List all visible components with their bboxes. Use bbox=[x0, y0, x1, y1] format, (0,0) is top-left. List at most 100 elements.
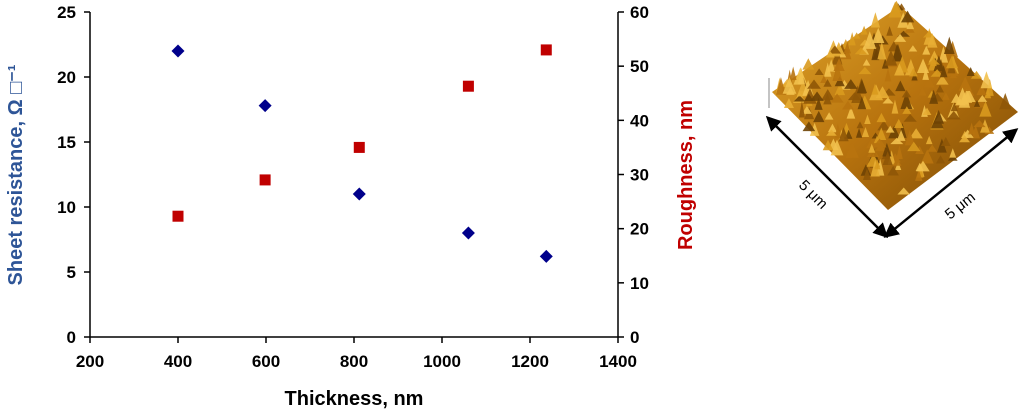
y-right-axis-title: Roughness, nm bbox=[675, 100, 697, 250]
afm-peak bbox=[970, 70, 983, 79]
afm-peak bbox=[929, 89, 939, 104]
roughness-point bbox=[172, 210, 184, 222]
afm-peak bbox=[928, 50, 941, 63]
afm-peak bbox=[930, 55, 937, 67]
afm-peak bbox=[814, 97, 823, 110]
afm-surface-inset: 5 μm 5 μm bbox=[765, 0, 1019, 239]
afm-peak bbox=[804, 93, 814, 102]
afm-peak bbox=[923, 75, 935, 88]
afm-peak bbox=[966, 67, 975, 77]
afm-peak bbox=[882, 97, 894, 104]
afm-peak bbox=[950, 102, 958, 112]
y-left-tick-label: 25 bbox=[57, 3, 76, 22]
afm-peak bbox=[877, 41, 887, 60]
afm-peak bbox=[893, 118, 904, 128]
afm-dim-label-right: 5 μm bbox=[942, 189, 979, 223]
afm-peak bbox=[906, 19, 915, 30]
afm-peak bbox=[903, 113, 917, 122]
afm-peak bbox=[824, 62, 832, 77]
y-left-tick-label: 15 bbox=[57, 133, 76, 152]
afm-peak bbox=[834, 76, 845, 87]
afm-peak bbox=[825, 51, 835, 58]
afm-peak bbox=[848, 32, 856, 46]
afm-peak bbox=[841, 100, 854, 110]
afm-peak bbox=[939, 65, 948, 78]
afm-peak bbox=[823, 79, 832, 87]
afm-peak bbox=[884, 67, 892, 82]
y-right-ticks: 0 10 20 30 40 50 60 bbox=[618, 3, 649, 347]
afm-dimension-arrow-left bbox=[765, 115, 889, 239]
afm-peak bbox=[884, 49, 898, 66]
afm-peak bbox=[933, 109, 944, 124]
afm-peak bbox=[798, 100, 805, 118]
afm-peak bbox=[802, 58, 815, 70]
afm-peak bbox=[892, 43, 902, 62]
afm-peak bbox=[943, 36, 955, 55]
roughness-point bbox=[462, 80, 474, 92]
afm-peak bbox=[856, 79, 868, 94]
scatter-chart: 200 400 600 800 1000 1200 1400 0 5 10 15 20 25 0 10 2… bbox=[5, 3, 697, 410]
afm-peak bbox=[895, 80, 906, 92]
afm-peak bbox=[854, 47, 868, 55]
afm-peak bbox=[973, 99, 981, 107]
afm-peak bbox=[909, 67, 918, 77]
afm-peak bbox=[801, 106, 812, 114]
sheet-resistance-point bbox=[461, 226, 475, 240]
afm-peak bbox=[862, 58, 871, 66]
afm-peak bbox=[922, 107, 932, 115]
roughness-point bbox=[540, 44, 552, 56]
afm-peak bbox=[999, 92, 1012, 110]
afm-peak bbox=[828, 45, 842, 54]
afm-peak bbox=[930, 69, 944, 77]
afm-peak bbox=[858, 66, 872, 75]
afm-peak bbox=[830, 93, 844, 103]
x-ticks: 200 400 600 800 1000 1200 1400 bbox=[76, 337, 637, 371]
afm-peak bbox=[881, 58, 889, 69]
afm-peak bbox=[908, 45, 918, 52]
afm-peak bbox=[820, 75, 828, 83]
y-left-tick-label: 5 bbox=[67, 263, 76, 282]
data-points bbox=[171, 44, 553, 263]
roughness-point bbox=[259, 174, 271, 186]
x-tick-label: 1400 bbox=[599, 352, 637, 371]
afm-peak bbox=[946, 55, 959, 69]
afm-peak bbox=[980, 71, 993, 89]
afm-peak bbox=[871, 42, 880, 61]
afm-peak bbox=[886, 26, 893, 36]
afm-peak bbox=[936, 75, 949, 85]
afm-peak bbox=[941, 92, 950, 100]
y-left-axis-title: Sheet resistance, Ω □⁻¹ bbox=[5, 64, 27, 285]
afm-dim-label-left: 5 μm bbox=[795, 177, 831, 213]
afm-peak bbox=[775, 77, 787, 95]
afm-peak bbox=[814, 68, 824, 76]
afm-peak bbox=[894, 33, 907, 42]
afm-peak bbox=[900, 10, 915, 23]
afm-peak bbox=[922, 45, 931, 55]
afm-peak bbox=[958, 76, 972, 91]
afm-peak bbox=[922, 67, 930, 80]
afm-peak bbox=[896, 107, 905, 115]
y-left-tick-label: 10 bbox=[57, 198, 76, 217]
x-tick-label: 200 bbox=[76, 352, 104, 371]
afm-peak bbox=[870, 12, 881, 28]
afm-peak bbox=[832, 63, 843, 81]
afm-peak bbox=[860, 25, 868, 35]
afm-peak bbox=[927, 33, 938, 48]
y-left-tick-label: 0 bbox=[67, 328, 76, 347]
sheet-resistance-point bbox=[352, 187, 366, 201]
afm-peak bbox=[789, 66, 797, 80]
afm-peak bbox=[891, 99, 899, 114]
afm-peak bbox=[946, 111, 961, 120]
afm-peak bbox=[902, 106, 912, 114]
afm-peak bbox=[863, 31, 877, 49]
afm-peak bbox=[894, 63, 905, 76]
y-right-tick-label: 20 bbox=[630, 220, 649, 239]
y-left-ticks: 0 5 10 15 20 25 bbox=[57, 3, 90, 347]
afm-peak bbox=[935, 84, 945, 93]
afm-peak bbox=[933, 55, 945, 72]
afm-peak bbox=[938, 46, 949, 63]
afm-peak bbox=[782, 77, 797, 94]
afm-peak bbox=[973, 120, 986, 128]
y-right-tick-label: 0 bbox=[630, 328, 639, 347]
afm-peak bbox=[976, 84, 987, 96]
